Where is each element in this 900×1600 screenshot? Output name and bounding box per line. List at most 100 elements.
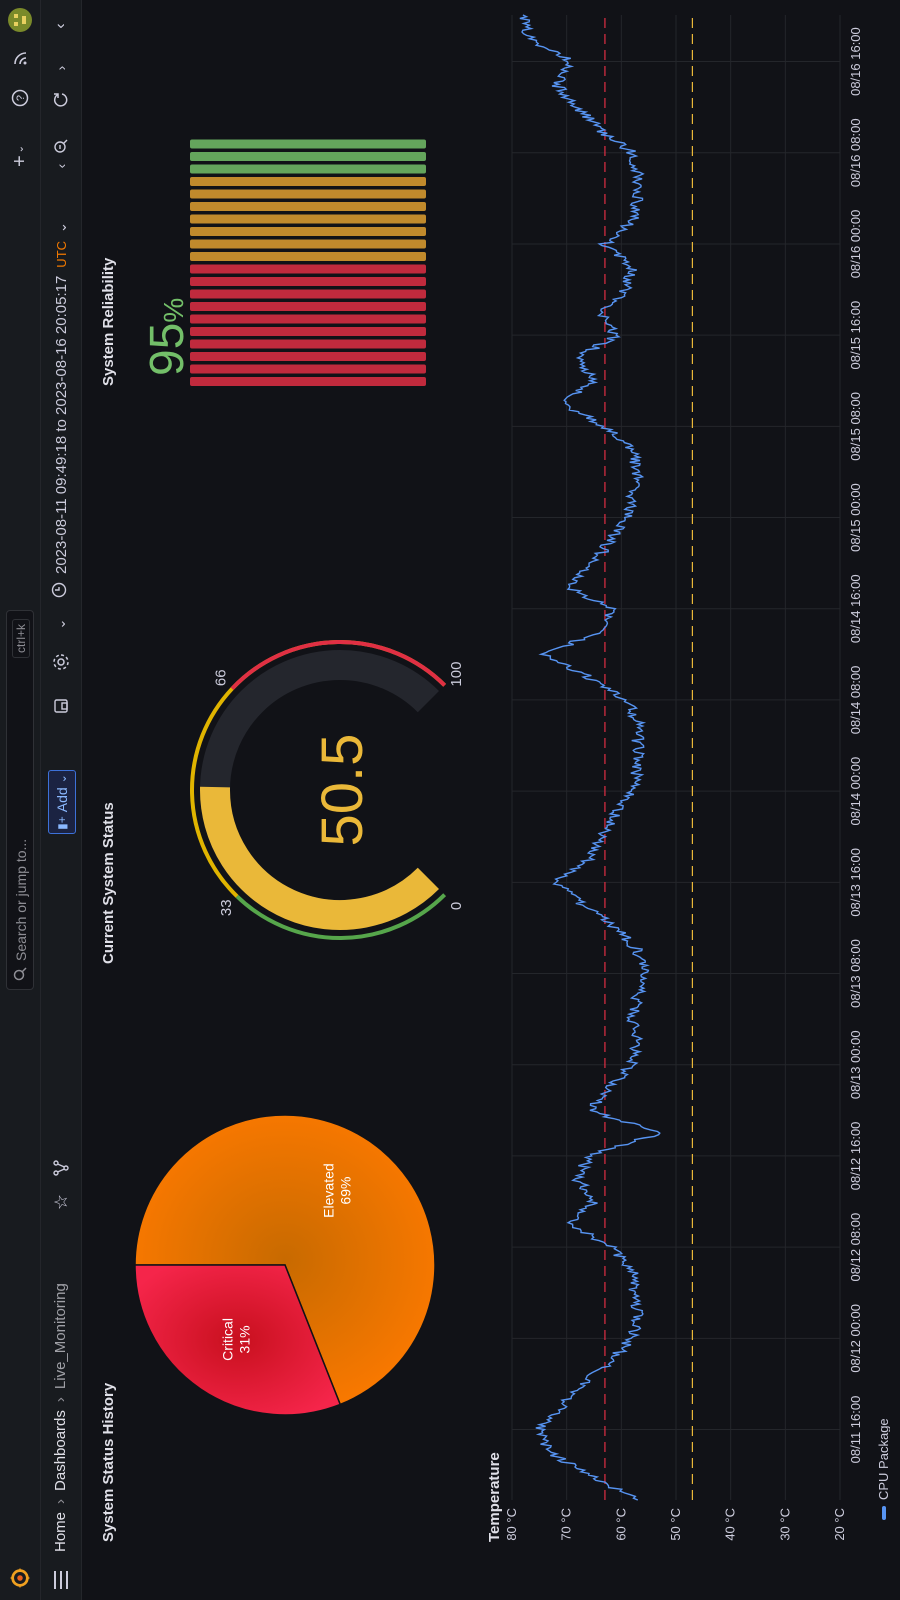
pie-percent: 31%	[236, 1325, 252, 1353]
gauge-panel-title: Current System Status	[100, 802, 117, 964]
x-tick-label: 08/12 16:00	[848, 1122, 863, 1191]
reliability-bar-segment	[190, 202, 426, 211]
x-tick-label: 08/12 00:00	[848, 1304, 863, 1373]
search-icon	[13, 967, 32, 981]
pie-label: Critical	[219, 1318, 235, 1361]
x-tick-label: 08/15 16:00	[848, 301, 863, 370]
pie-percent: 69%	[338, 1177, 354, 1205]
breadcrumb-current: Live_Monitoring	[52, 1283, 69, 1390]
breadcrumb: Home › Dashboards › Live_Monitoring	[52, 1283, 69, 1552]
legend-label: CPU Package	[876, 1418, 890, 1500]
x-tick-label: 08/11 16:00	[848, 1396, 863, 1464]
reliability-bar-segment	[190, 352, 426, 361]
legend-swatch	[882, 1506, 886, 1520]
zoom-out-icon[interactable]	[49, 132, 73, 160]
share-icon[interactable]	[49, 1156, 73, 1180]
reliability-bar-segment	[190, 327, 426, 336]
news-feed-icon[interactable]	[8, 46, 32, 70]
breadcrumb-dashboards[interactable]: Dashboards	[52, 1410, 69, 1491]
save-icon[interactable]	[49, 694, 73, 718]
time-range-text: 2023-08-11 09:49:18 to 2023-08-16 20:05:…	[53, 275, 70, 574]
gauge: 0 33 66 100 50.5	[190, 640, 465, 940]
chevron-down-icon[interactable]: ⌄	[53, 618, 68, 630]
x-tick-label: 08/13 16:00	[848, 848, 863, 917]
y-tick-label: 30 °C	[777, 1508, 792, 1541]
time-picker[interactable]: 2023-08-11 09:49:18 to 2023-08-16 20:05:…	[51, 222, 72, 598]
new-plus-icon[interactable]: + ⌄	[8, 144, 31, 168]
y-tick-label: 20 °C	[832, 1508, 847, 1541]
gauge-threshold-arc	[235, 893, 447, 940]
reliability-bar-segment	[190, 164, 426, 174]
gauge-tick-label: 66	[212, 669, 229, 686]
reliability-bar-segment	[190, 152, 426, 161]
reliability-bar-segment	[190, 214, 426, 224]
x-tick-label: 08/12 08:00	[848, 1213, 863, 1282]
time-forward-icon[interactable]: ›	[53, 65, 69, 71]
search-input[interactable]: Search or jump to... ctrl+k	[6, 610, 34, 990]
timezone-label: UTC	[54, 240, 69, 268]
pie-slice-elevated	[134, 1114, 436, 1406]
reliability-bar-segment	[190, 289, 426, 299]
gauge-tick-label: 33	[218, 899, 235, 916]
chevron-right-icon: ›	[52, 1498, 69, 1504]
x-tick-label: 08/14 16:00	[848, 574, 863, 643]
help-icon[interactable]: ?	[8, 86, 32, 110]
x-tick-label: 08/13 08:00	[848, 939, 863, 1008]
reliability-bar-gauge	[190, 139, 426, 386]
gauge-tick-label: 100	[448, 662, 465, 687]
series-line-cpu-package	[519, 14, 661, 1501]
svg-text:?: ?	[15, 95, 27, 101]
x-tick-label: 08/16 16:00	[848, 27, 863, 96]
y-tick-label: 50 °C	[668, 1508, 683, 1541]
reliability-bar-segment	[190, 264, 426, 274]
x-tick-label: 08/14 00:00	[848, 757, 863, 826]
avatar[interactable]	[8, 8, 32, 32]
chevron-down-icon: ⌄	[53, 222, 69, 233]
reliability-bar-segment	[190, 177, 426, 186]
menu-icon[interactable]	[49, 1568, 73, 1592]
pie-slice-critical	[134, 1264, 342, 1416]
reliability-bar-segment	[190, 189, 426, 199]
x-tick-label: 08/13 00:00	[848, 1030, 863, 1099]
y-tick-label: 40 °C	[723, 1508, 738, 1541]
x-tick-label: 08/16 00:00	[848, 210, 863, 279]
reliability-panel-title: System Reliability	[100, 257, 117, 386]
gauge-value-arc	[200, 786, 439, 930]
x-tick-label: 08/14 08:00	[848, 666, 863, 735]
settings-gear-icon[interactable]	[49, 650, 73, 674]
add-label: Add	[54, 787, 70, 813]
x-tick-label: 08/15 00:00	[848, 483, 863, 552]
y-tick-label: 70 °C	[559, 1508, 574, 1541]
reliability-bar-segment	[190, 314, 426, 324]
gauge-tick-label: 0	[448, 902, 465, 910]
y-tick-label: 80 °C	[504, 1508, 519, 1541]
x-tick-label: 08/16 08:00	[848, 118, 863, 187]
shortcut-hint: ctrl+k	[12, 619, 30, 659]
reliability-bar-segment	[190, 252, 426, 261]
collapse-icon[interactable]: ‹	[52, 23, 69, 29]
add-panel-icon: ▮+	[55, 816, 69, 830]
reliability-bar-segment	[190, 139, 426, 149]
pie-label: Elevated	[321, 1163, 337, 1217]
reliability-bar-segment	[190, 302, 426, 311]
refresh-icon[interactable]	[49, 86, 73, 114]
reliability-bar-segment	[190, 277, 426, 286]
reliability-bar-segment	[190, 364, 426, 374]
star-icon[interactable]: ☆	[50, 1193, 71, 1211]
add-button[interactable]: ▮+ Add ⌄	[48, 770, 76, 834]
pie-panel-title: System Status History	[100, 1382, 117, 1542]
grafana-logo-icon[interactable]	[6, 1564, 34, 1592]
top-bar: Search or jump to... ctrl+k + ⌄ ?	[0, 0, 41, 1600]
breadcrumb-home[interactable]: Home	[52, 1511, 69, 1552]
gauge-threshold-arc-end	[230, 640, 447, 691]
reliability-bar-segment	[190, 227, 426, 236]
clock-icon	[51, 582, 72, 598]
chevron-down-icon: ⌄	[56, 774, 69, 784]
reliability-bar-segment	[190, 377, 426, 386]
reliability-bar-segment	[190, 339, 426, 349]
x-tick-label: 08/15 08:00	[848, 392, 863, 461]
chevron-right-icon: ›	[52, 1397, 69, 1403]
pie-chart: Elevated 69% Critical 31%	[134, 1114, 436, 1416]
gauge-value-text: 50.5	[310, 734, 375, 847]
